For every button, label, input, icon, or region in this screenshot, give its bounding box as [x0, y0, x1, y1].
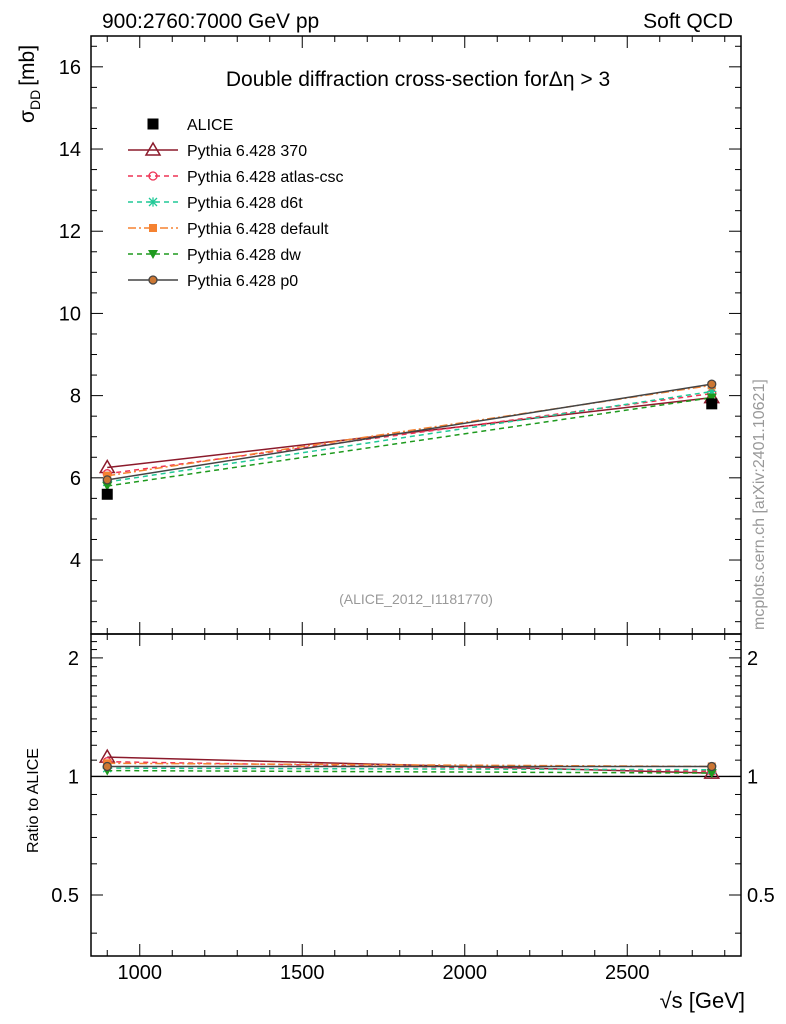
data-point: [101, 488, 113, 500]
legend-marker: [148, 197, 158, 207]
ratio-plot-panel: 0.5 0.5 1 1 2 2 1000 1500 2000 2500: [51, 633, 775, 984]
series-point: [102, 482, 113, 492]
ratio-series-point: [706, 769, 717, 779]
ratio-tick-label: 2: [68, 648, 79, 670]
legend-label: Pythia 6.428 dw: [187, 247, 301, 264]
chart-title: Double diffraction cross-section forΔη >…: [226, 68, 610, 91]
main-plot-panel: 4 6 8 10 12 14 16: [59, 35, 742, 635]
ratio-series-point: [707, 761, 717, 772]
y-tick-label: 14: [59, 139, 81, 161]
x-tick-label: 2500: [605, 962, 650, 984]
legend-marker: [147, 118, 159, 130]
y-tick-label: 4: [70, 550, 81, 572]
legend-label: Pythia 6.428 atlas-csc: [187, 169, 344, 186]
y-tick-label: 16: [59, 57, 81, 79]
x-tick-label: 1500: [280, 962, 325, 984]
watermark-label: mcplots.cern.ch [arXiv:2401.10621]: [751, 379, 768, 630]
legend: ALICE Pythia 6.428 370 Pythia 6.428 atlas-…: [128, 117, 344, 290]
legend-marker: [148, 275, 158, 285]
series-line: [107, 383, 712, 481]
header-left-label: 900:2760:7000 GeV pp: [102, 10, 319, 33]
x-tick-label: 1000: [118, 962, 163, 984]
legend-marker: [148, 171, 158, 181]
series-point: [706, 393, 717, 403]
y-axis-label-subscript: DD: [27, 90, 43, 110]
ratio-tick-label-right: 1: [747, 766, 758, 788]
ratio-y-axis-label: Ratio to ALICE: [25, 748, 42, 853]
x-tick-label: 2000: [443, 962, 488, 984]
x-axis-label: √s [GeV]: [660, 988, 745, 1013]
legend-marker: [149, 224, 157, 232]
ratio-series-line: [107, 769, 712, 774]
y-tick-label: 8: [70, 386, 81, 408]
legend-marker: [144, 141, 162, 156]
y-tick-label: 10: [59, 303, 81, 325]
series-point: [102, 475, 112, 485]
ratio-tick-label: 0.5: [51, 885, 79, 907]
ratio-tick-label: 1: [68, 766, 79, 788]
data-point: [706, 398, 718, 410]
header-right-label: Soft QCD: [643, 10, 733, 33]
legend-label: Pythia 6.428 default: [187, 221, 329, 238]
legend-label: Pythia 6.428 d6t: [187, 195, 303, 212]
ratio-plot-frame: [90, 633, 742, 957]
series-line: [107, 390, 712, 483]
y-axis-label-unit: [mb]: [16, 45, 39, 86]
legend-label: ALICE: [187, 117, 233, 134]
legend-label: Pythia 6.428 370: [187, 143, 307, 160]
ratio-tick-label-right: 2: [747, 648, 758, 670]
y-tick-label: 6: [70, 468, 81, 490]
y-axis-label: σDD [mb]: [16, 45, 43, 123]
legend-label: Pythia 6.428 p0: [187, 273, 298, 290]
ratio-series-line: [107, 767, 712, 771]
ratio-tick-label-right: 0.5: [747, 885, 775, 907]
y-tick-label: 12: [59, 221, 81, 243]
analysis-id-label: (ALICE_2012_I1181770): [339, 591, 493, 607]
ratio-series-line: [107, 756, 712, 774]
series-line: [107, 396, 712, 487]
series-point: [707, 379, 717, 389]
ratio-series-point: [102, 761, 112, 772]
y-axis-label-symbol: σ: [16, 110, 39, 123]
series-point: [707, 386, 717, 397]
legend-marker: [148, 250, 158, 259]
series-line: [107, 384, 712, 477]
